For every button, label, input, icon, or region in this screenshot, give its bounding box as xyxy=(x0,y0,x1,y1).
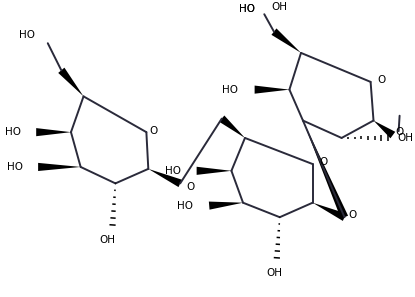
Text: O: O xyxy=(186,182,194,192)
Polygon shape xyxy=(148,169,182,187)
Polygon shape xyxy=(374,121,395,138)
Text: OH: OH xyxy=(100,236,116,245)
Text: O: O xyxy=(348,210,356,220)
Text: HO: HO xyxy=(239,4,255,14)
Polygon shape xyxy=(58,68,83,97)
Text: OH: OH xyxy=(272,2,288,12)
Polygon shape xyxy=(219,116,245,138)
Text: HO: HO xyxy=(165,166,181,176)
Text: O: O xyxy=(396,127,404,137)
Text: HO: HO xyxy=(19,31,35,40)
Polygon shape xyxy=(312,203,346,221)
Text: HO: HO xyxy=(5,127,21,137)
Text: HO: HO xyxy=(177,200,193,211)
Text: O: O xyxy=(320,157,327,167)
Text: HO: HO xyxy=(7,162,23,172)
Polygon shape xyxy=(36,128,71,136)
Text: O: O xyxy=(149,126,157,136)
Text: O: O xyxy=(377,75,386,85)
Polygon shape xyxy=(255,86,289,94)
Text: OH: OH xyxy=(266,268,282,278)
Text: HO: HO xyxy=(239,4,255,14)
Text: OH: OH xyxy=(398,133,414,143)
Polygon shape xyxy=(303,121,348,219)
Polygon shape xyxy=(197,167,232,175)
Text: HO: HO xyxy=(222,85,238,95)
Polygon shape xyxy=(38,163,81,171)
Polygon shape xyxy=(271,29,301,53)
Polygon shape xyxy=(209,202,243,210)
